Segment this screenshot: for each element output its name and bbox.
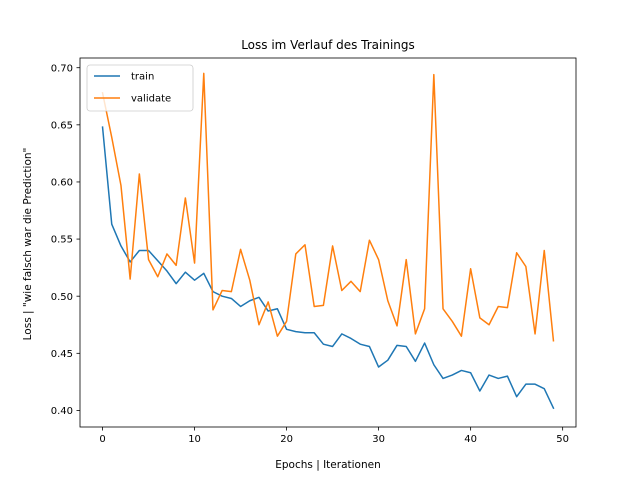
series-line-train xyxy=(101,126,555,410)
legend-label-validate: validate xyxy=(131,94,171,105)
x-tick-label: 20 xyxy=(280,434,293,445)
y-axis: 0.40 0.45 0.50 0.55 0.60 0.65 0.70 xyxy=(51,63,80,417)
chart-title: Loss im Verlauf des Trainings xyxy=(241,38,415,52)
y-tick-label: 0.70 xyxy=(51,63,73,74)
legend-label-train: train xyxy=(131,72,154,83)
series-line-validate xyxy=(101,72,555,342)
y-tick-label: 0.60 xyxy=(51,178,73,189)
y-tick-label: 0.55 xyxy=(51,235,73,246)
x-tick-label: 50 xyxy=(556,434,569,445)
plot-frame xyxy=(79,57,577,428)
y-tick-label: 0.40 xyxy=(51,406,73,417)
y-axis-label: Loss | "wie falsch war die Prediction" xyxy=(22,148,34,341)
legend: train validate xyxy=(86,64,194,112)
y-tick-label: 0.65 xyxy=(51,120,73,131)
x-tick-label: 30 xyxy=(372,434,385,445)
plot-area xyxy=(79,57,577,428)
x-tick-label: 40 xyxy=(464,434,477,445)
x-tick-label: 0 xyxy=(99,434,105,445)
x-axis-label: Epochs | Iterationen xyxy=(275,459,381,471)
x-tick-label: 10 xyxy=(188,434,201,445)
y-tick-label: 0.45 xyxy=(51,349,73,360)
x-axis: 0 10 20 30 40 50 xyxy=(99,427,569,445)
y-tick-label: 0.50 xyxy=(51,292,73,303)
